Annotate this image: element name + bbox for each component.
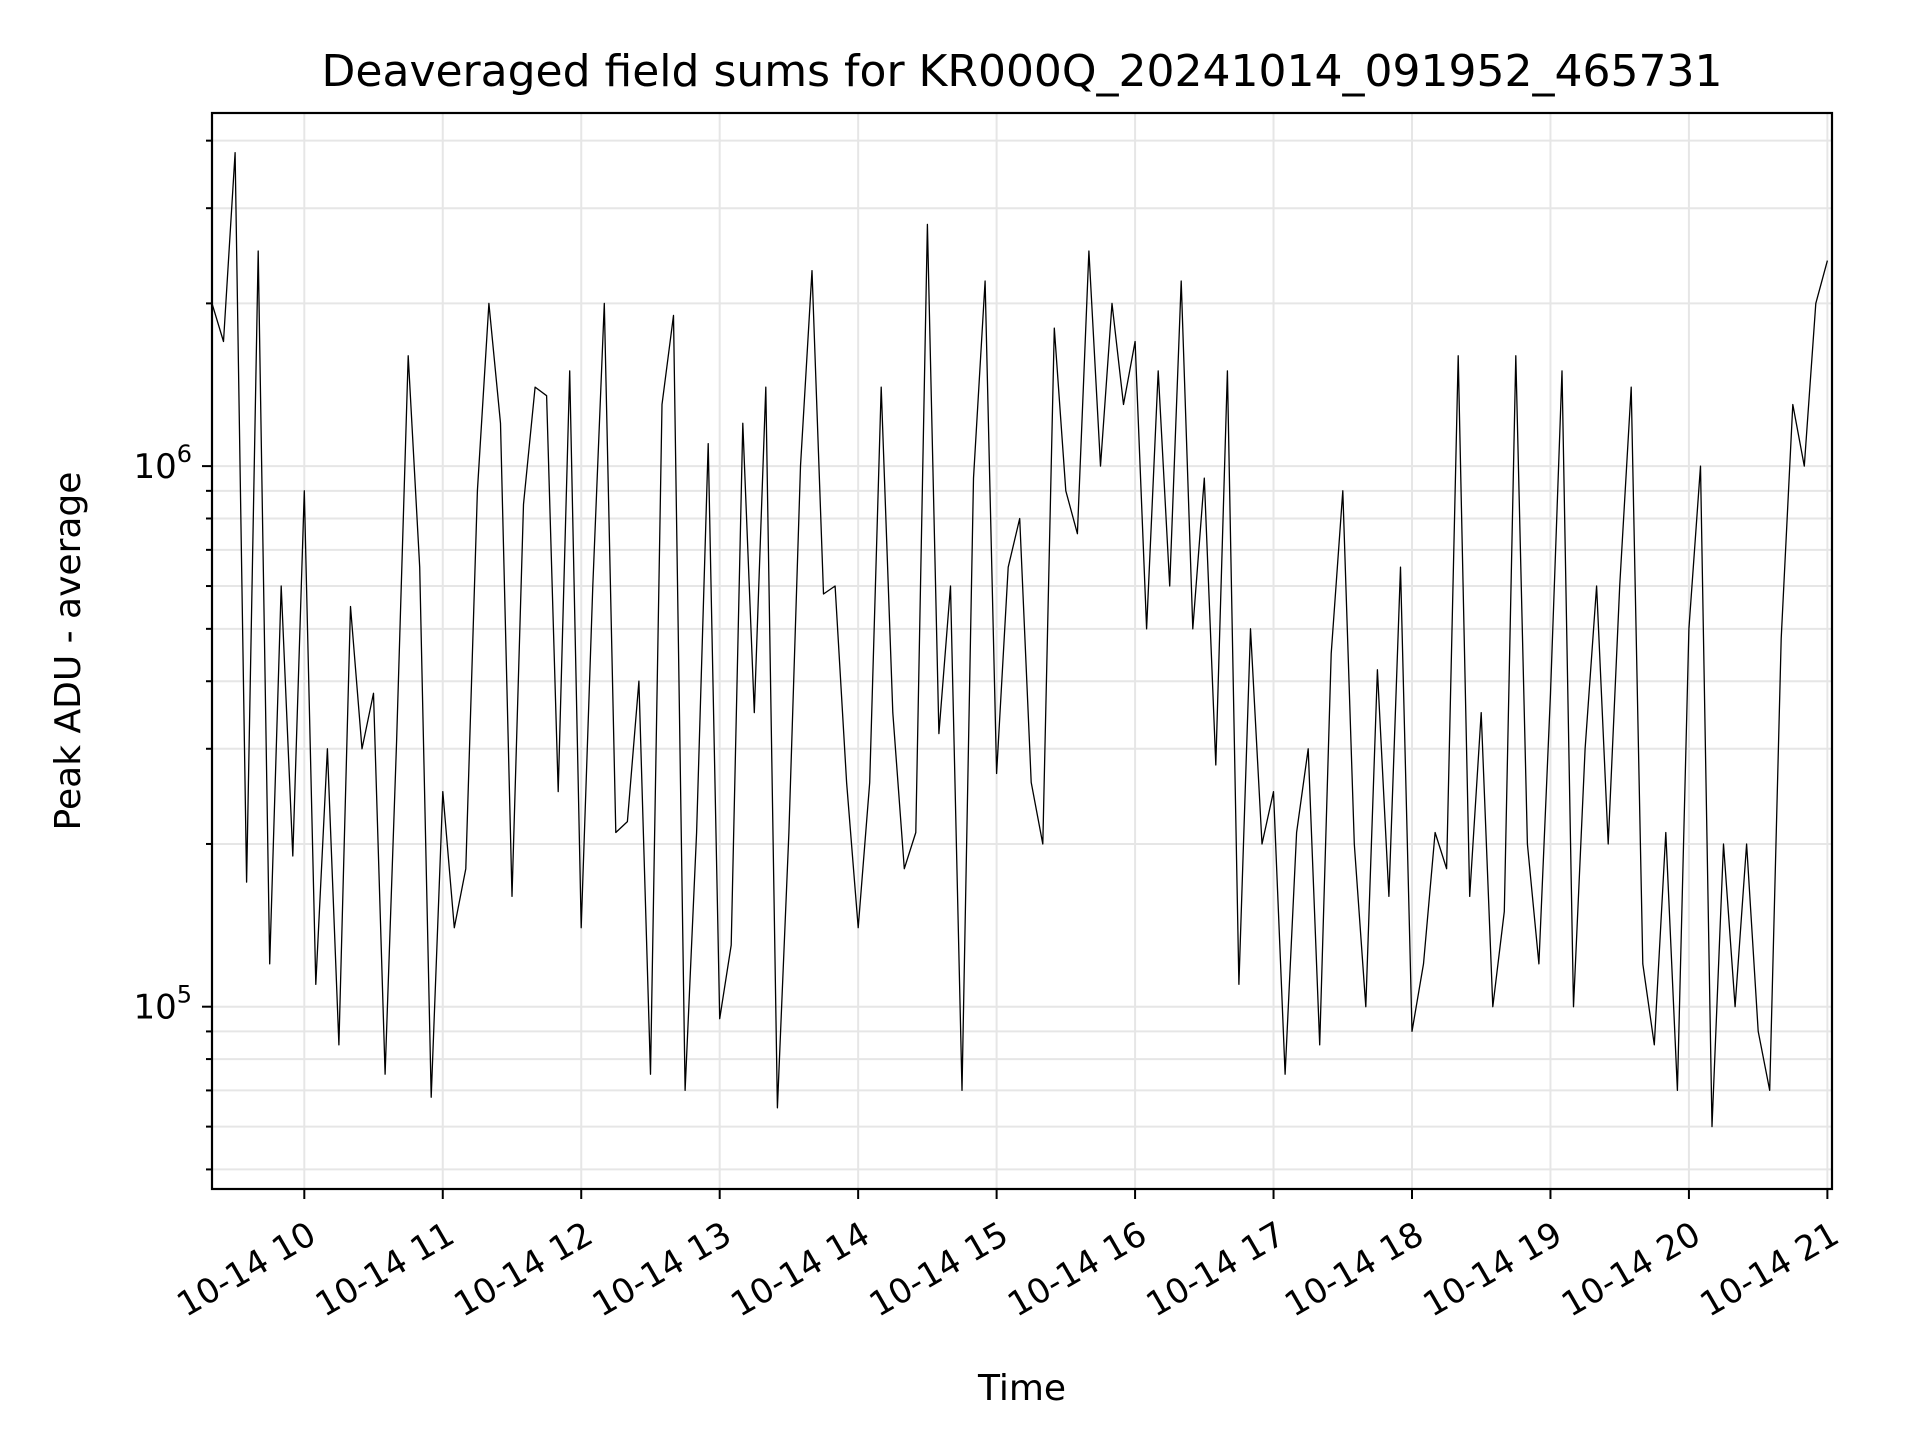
x-tick-label: 10-14 21 <box>1693 1214 1845 1325</box>
x-tick-label: 10-14 10 <box>170 1214 322 1325</box>
y-tick-label-base: 10 <box>133 447 176 487</box>
x-tick-label: 10-14 19 <box>1417 1214 1569 1325</box>
y-tick-label-exponent: 6 <box>177 440 192 468</box>
y-axis-label: Peak ADU - average <box>48 472 89 831</box>
x-tick-label: 10-14 13 <box>586 1214 738 1325</box>
x-tick-label: 10-14 15 <box>863 1214 1015 1325</box>
x-tick-label: 10-14 17 <box>1140 1214 1292 1325</box>
plot-area-frame <box>210 111 1834 1191</box>
y-tick-label-exponent: 5 <box>177 981 192 1009</box>
x-tick-label: 10-14 11 <box>309 1214 461 1325</box>
x-tick-label: 10-14 20 <box>1555 1214 1707 1325</box>
x-tick-label: 10-14 18 <box>1278 1214 1430 1325</box>
series-line <box>211 152 1829 1128</box>
y-tick-label: 106 <box>133 440 192 487</box>
series-layer <box>211 152 1829 1128</box>
x-tick-label: 10-14 14 <box>724 1214 876 1325</box>
y-tick-label: 105 <box>133 981 192 1028</box>
x-axis-label: Time <box>977 1368 1066 1409</box>
y-tick-label-base: 10 <box>133 988 176 1028</box>
chart-title: Deaveraged field sums for KR000Q_2024101… <box>322 46 1723 97</box>
x-tick-label: 10-14 12 <box>447 1214 599 1325</box>
grid <box>212 113 1832 1189</box>
x-tick-label: 10-14 16 <box>1001 1214 1153 1325</box>
